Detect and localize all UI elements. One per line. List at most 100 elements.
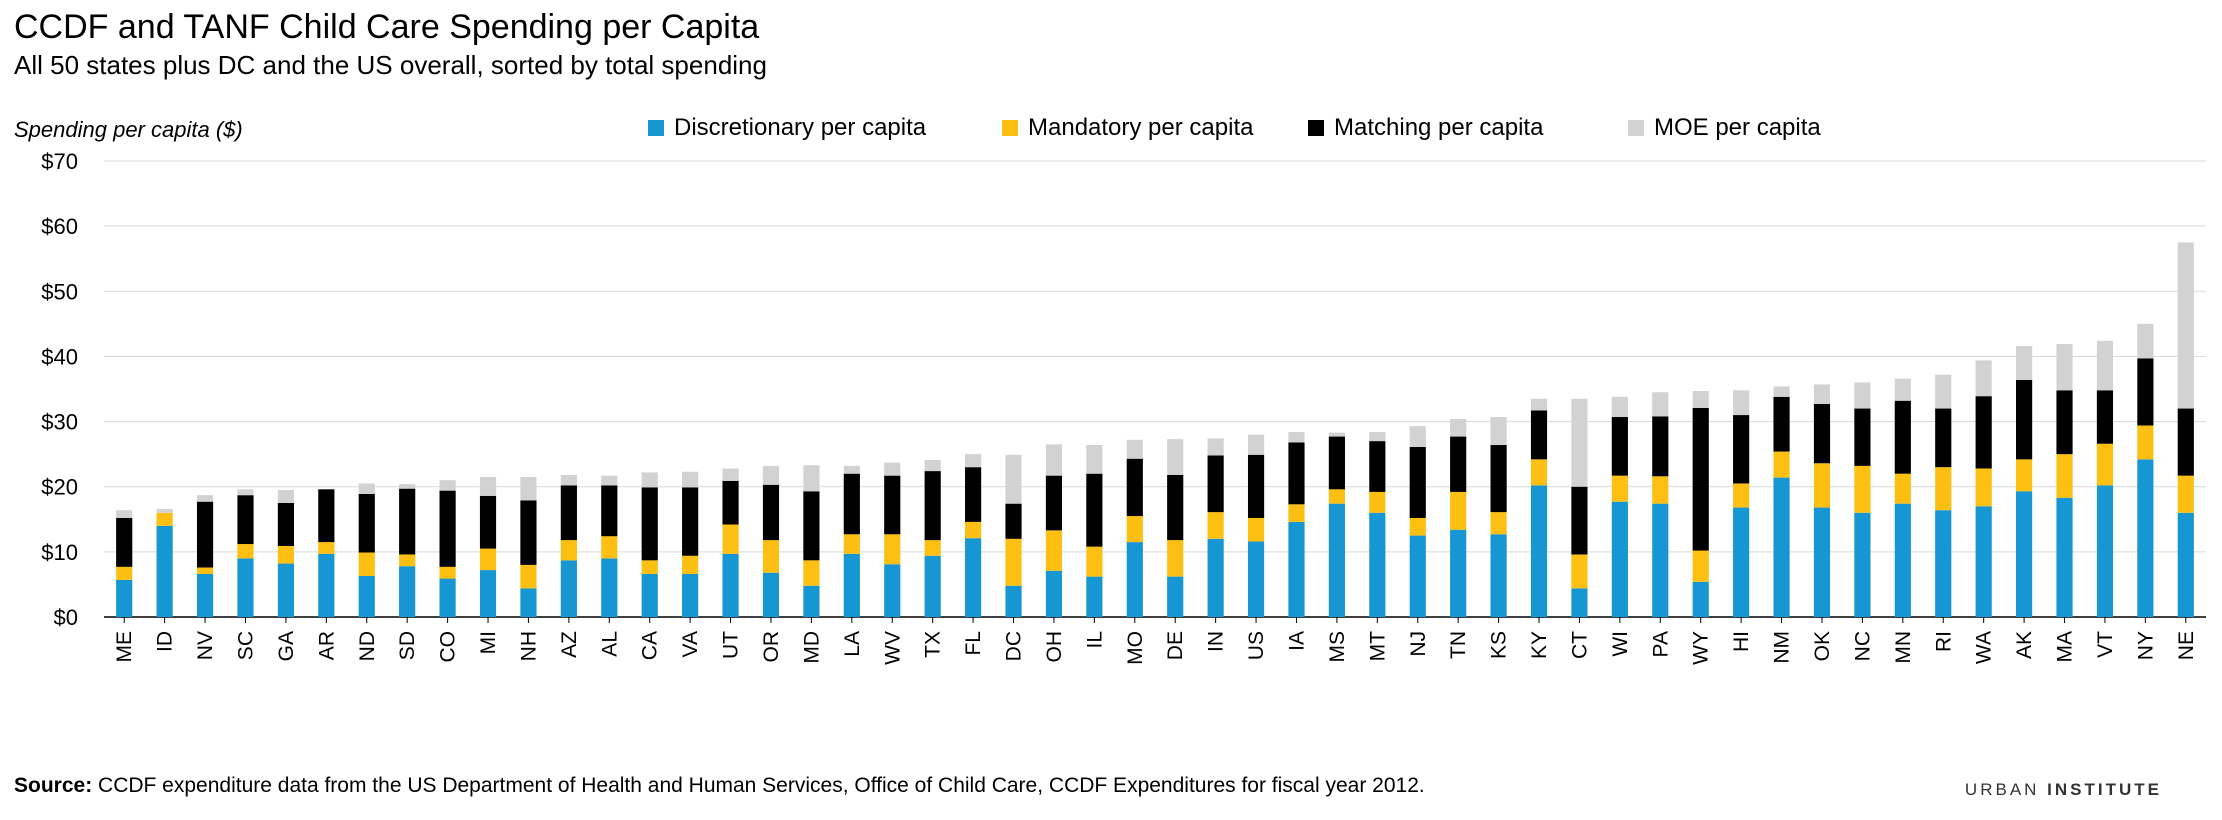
bar-segment-ct-s0	[1571, 588, 1588, 617]
legend: Discretionary per capita Mandatory per c…	[0, 114, 2222, 144]
bar-segment-la-s1	[843, 534, 860, 554]
bar-segment-ms-s2	[1328, 436, 1345, 490]
bar-segment-az-s3	[560, 474, 577, 486]
bar-segment-wi-s0	[1611, 501, 1628, 617]
x-tick-label: TN	[1447, 631, 1470, 659]
y-tick-label: $0	[54, 605, 78, 630]
bar-segment-ri-s3	[1935, 374, 1952, 409]
bar-segment-sd-s0	[399, 566, 416, 617]
x-tick-label: WI	[1609, 631, 1632, 657]
legend-label-moe: MOE per capita	[1654, 114, 1821, 141]
bar-segment-hi-s3	[1733, 390, 1750, 416]
bar-segment-co-s0	[439, 578, 456, 617]
bar-segment-sc-s0	[237, 558, 254, 617]
x-tick-label: KS	[1488, 631, 1511, 659]
x-tick-label: VA	[679, 631, 702, 657]
bar-segment-ma-s2	[2056, 390, 2073, 455]
bar-segment-pa-s2	[1652, 416, 1669, 477]
bar-segment-ar-s1	[318, 542, 335, 554]
x-tick-label: OK	[1811, 631, 1834, 661]
bar-segment-mn-s3	[1894, 378, 1911, 401]
bar-segment-va-s2	[682, 487, 699, 556]
bar-segment-ct-s3	[1571, 398, 1588, 487]
bar-segment-tn-s3	[1450, 418, 1467, 437]
x-tick-label: DE	[1164, 631, 1187, 660]
bar-segment-md-s0	[803, 585, 820, 617]
bar-segment-or-s1	[762, 540, 780, 573]
x-tick-label: IL	[1083, 631, 1106, 649]
source-note: Source: CCDF expenditure data from the U…	[14, 774, 1425, 798]
source-label: Source:	[14, 774, 93, 797]
bar-segment-us-s1	[1247, 517, 1265, 542]
x-tick-label: AR	[315, 631, 338, 660]
bar-segment-de-s2	[1167, 474, 1184, 541]
bar-segment-mo-s1	[1126, 516, 1143, 543]
bar-segment-wa-s3	[1975, 360, 1992, 397]
bar-segment-ok-s2	[1813, 403, 1831, 464]
bar-segment-ga-s3	[277, 489, 294, 503]
bar-segment-dc-s3	[1005, 454, 1022, 504]
bar-segment-nv-s2	[196, 501, 214, 568]
bar-segment-mn-s1	[1894, 473, 1911, 504]
x-tick-label: MN	[1892, 631, 1915, 664]
bar-segment-ca-s0	[641, 574, 658, 617]
legend-swatch-discretionary	[648, 120, 664, 136]
bar-segment-ny-s2	[2137, 358, 2154, 426]
bar-segment-pa-s3	[1652, 392, 1669, 417]
bar-segment-ar-s0	[318, 553, 335, 617]
chart-title: CCDF and TANF Child Care Spending per Ca…	[14, 8, 760, 46]
bar-segment-mo-s2	[1126, 458, 1143, 517]
bar-segment-wa-s1	[1975, 468, 1992, 507]
bar-segment-la-s3	[843, 465, 860, 474]
bar-segment-or-s2	[762, 484, 780, 541]
x-tick-label: MD	[800, 631, 823, 664]
bar-segment-nv-s0	[196, 574, 214, 617]
bar-segment-ut-s2	[722, 480, 739, 525]
x-tick-label: MI	[477, 631, 500, 654]
bar-segment-us-s3	[1247, 434, 1265, 455]
y-tick-label: $70	[41, 149, 78, 174]
bar-segment-mi-s3	[479, 476, 497, 496]
bar-segment-nm-s0	[1773, 477, 1790, 617]
legend-swatch-mandatory	[1002, 120, 1018, 136]
bar-segment-ia-s0	[1288, 521, 1305, 617]
bar-segment-ne-s2	[2177, 408, 2194, 476]
x-tick-label: LA	[841, 631, 864, 657]
x-tick-label: RI	[1932, 631, 1955, 652]
x-tick-label: ME	[113, 631, 136, 663]
x-tick-label: IA	[1285, 631, 1308, 651]
bar-segment-ks-s3	[1490, 417, 1507, 446]
bar-segment-vt-s3	[2096, 340, 2114, 391]
bar-segment-in-s1	[1207, 512, 1224, 539]
legend-item-matching: Matching per capita	[1308, 114, 1543, 142]
urban-institute-logo: URBAN INSTITUTE	[1965, 780, 2162, 800]
bar-segment-va-s0	[682, 574, 699, 617]
x-tick-label: NE	[2175, 631, 2198, 660]
bar-segment-vt-s1	[2096, 443, 2114, 486]
y-tick-label: $30	[41, 410, 78, 435]
bar-segment-mn-s0	[1894, 503, 1911, 617]
bar-segment-va-s1	[682, 555, 699, 575]
bar-segment-ut-s0	[722, 553, 739, 617]
legend-swatch-matching	[1308, 120, 1324, 136]
y-tick-label: $10	[41, 540, 78, 565]
bar-segment-nj-s0	[1409, 535, 1426, 617]
bar-segment-ak-s1	[2016, 459, 2033, 492]
bar-segment-oh-s0	[1045, 570, 1063, 617]
bar-segment-wi-s3	[1611, 396, 1628, 418]
bar-segment-oh-s3	[1045, 444, 1063, 476]
x-tick-label: NV	[194, 631, 217, 660]
bar-segment-ga-s1	[277, 545, 294, 564]
bar-segment-in-s3	[1207, 438, 1224, 456]
bar-segment-ri-s2	[1935, 408, 1952, 468]
x-tick-label: US	[1245, 631, 1268, 660]
bar-segment-co-s2	[439, 490, 456, 567]
bar-segment-or-s0	[762, 572, 780, 617]
x-tick-label: HI	[1730, 631, 1753, 652]
bar-segment-ca-s2	[641, 487, 658, 561]
bar-segment-hi-s1	[1733, 483, 1750, 508]
bar-segment-ut-s1	[722, 524, 739, 554]
bar-segment-tn-s1	[1450, 491, 1467, 530]
bar-segment-wv-s3	[884, 462, 901, 476]
bar-segment-mo-s0	[1126, 542, 1143, 617]
